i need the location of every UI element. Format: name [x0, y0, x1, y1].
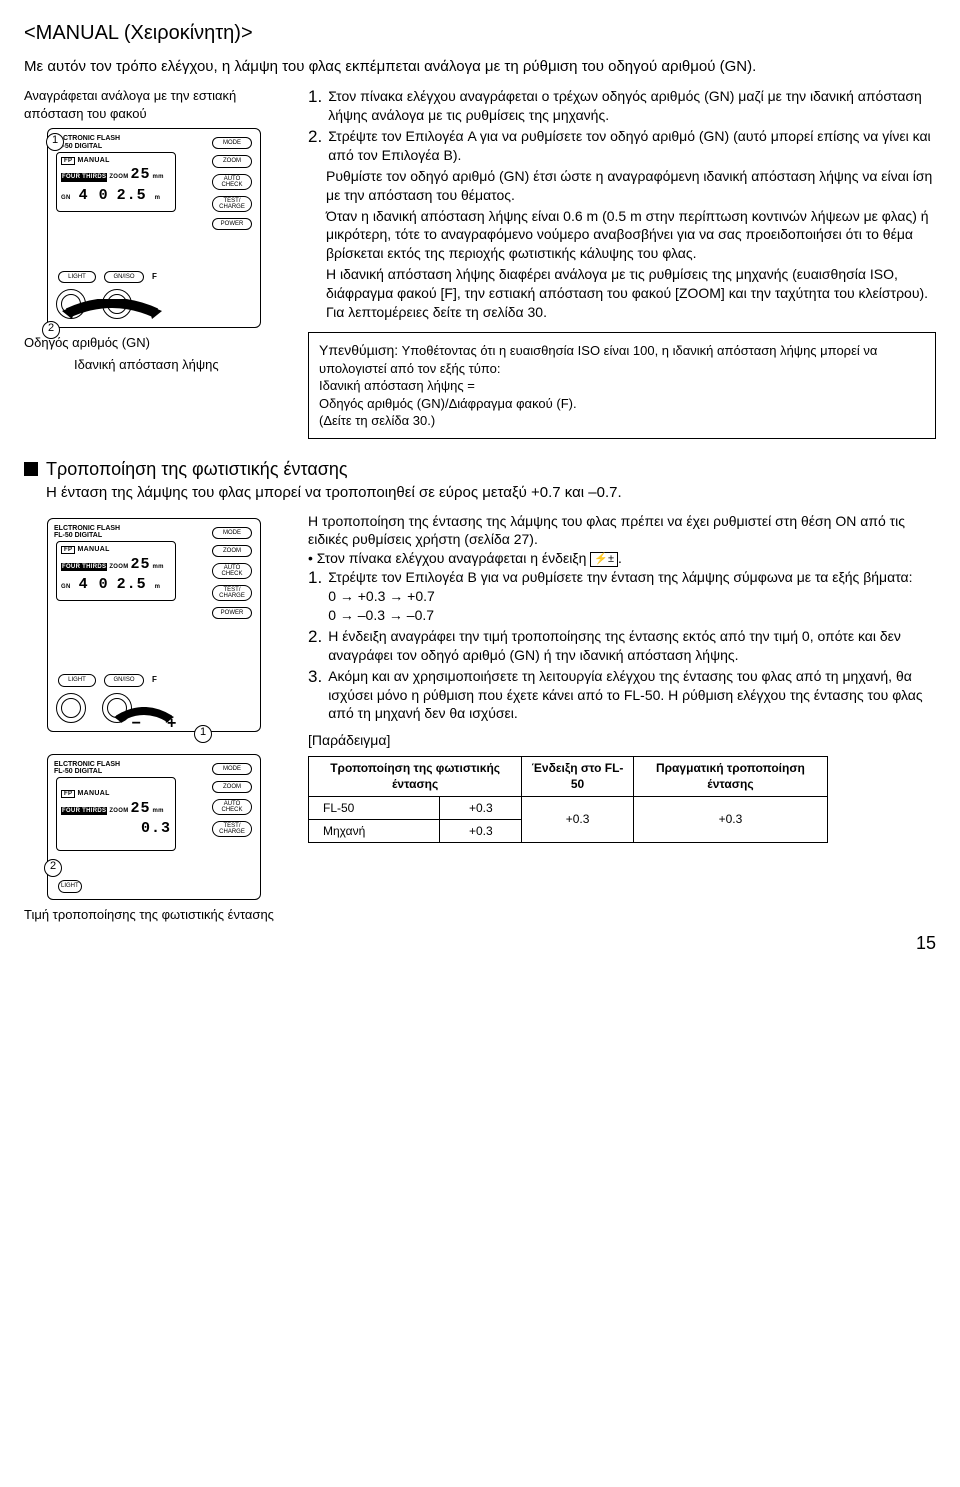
- light-button[interactable]: LIGHT: [58, 674, 96, 686]
- cell-camera-label: Μηχανή: [309, 819, 440, 842]
- autocheck-button[interactable]: AUTO CHECK: [212, 799, 252, 815]
- page-intro: Με αυτόν τον τρόπο ελέγχου, η λάμψη του …: [24, 57, 936, 77]
- note-body: Υποθέτοντας ότι η ευαισθησία ISO είναι 1…: [319, 343, 877, 429]
- cell-fl50-label: FL-50: [309, 796, 440, 819]
- sec2-step1a: Στρέψτε τον Επιλογέα B για να ρυθμίσετε …: [328, 569, 912, 585]
- para-2a: Ρυθμίστε τον οδηγό αριθμό (GN) έτσι ώστε…: [326, 167, 936, 205]
- cell-indicator: +0.3: [522, 796, 634, 842]
- section1-left: Αναγράφεται ανάλογα με την εστιακή απόστ…: [24, 87, 284, 373]
- autocheck-button[interactable]: AUTO CHECK: [212, 563, 252, 579]
- page-number: 15: [24, 931, 936, 955]
- light-button[interactable]: LIGHT: [58, 271, 96, 283]
- rotate-arrow-icon: [114, 707, 174, 735]
- section2-title: Τροποποίηση της φωτιστικής έντασης: [46, 457, 348, 481]
- page-title: <MANUAL (Χειροκίνητη)>: [24, 20, 936, 47]
- gniso-button[interactable]: GN/ISO: [104, 271, 144, 283]
- testcharge-button[interactable]: TEST/ CHARGE: [212, 196, 252, 212]
- note-lead: Υπενθύµιση:: [319, 342, 398, 358]
- cell-fl50-val: +0.3: [440, 796, 522, 819]
- note-box: Υπενθύµιση: Υποθέτοντας ότι η ευαισθησία…: [308, 332, 936, 439]
- section2-left: ELCTRONIC FLASH FL-50 DIGITAL FP MANUAL …: [24, 512, 284, 924]
- bullet-square-icon: [24, 462, 38, 476]
- lcd-gn: GN: [61, 194, 71, 202]
- step-1-text: Στον πίνακα ελέγχου αναγράφεται ο τρέχων…: [328, 87, 936, 125]
- sec2-step1b: 0 → +0.3 → +0.7: [328, 588, 435, 604]
- device-diagram-3: ELCTRONIC FLASH FL-50 DIGITAL 2 FP MANUA…: [47, 754, 261, 900]
- sec2-step3: Ακόμη και αν χρησιμοποιήσετε τη λειτουργ…: [328, 667, 936, 724]
- caption-gn: Οδηγός αριθμός (GN): [24, 334, 284, 352]
- section2-right: Η τροποποίηση της έντασης της λάμψης του…: [308, 512, 936, 843]
- step-num-1: 1.: [308, 87, 322, 125]
- rotate-arrow-icon: [62, 299, 162, 329]
- flash-comp-icon: ⚡±: [590, 552, 618, 567]
- zoom-button[interactable]: ZOOM: [212, 545, 252, 557]
- lcd-manual: MANUAL: [78, 157, 110, 164]
- lcd-display-3: FP MANUAL FOUR THIRDS ZOOM 25 mm 0.3: [56, 777, 176, 851]
- testcharge-button[interactable]: TEST/ CHARGE: [212, 585, 252, 601]
- lcd-25: 25: [131, 165, 151, 185]
- lcd-mm: mm: [153, 173, 164, 181]
- sec2-step2-num: 2.: [308, 627, 322, 665]
- gniso-button[interactable]: GN/ISO: [104, 674, 144, 686]
- dial-a[interactable]: [56, 693, 86, 723]
- th-fl50: Ένδειξη στο FL-50: [522, 757, 634, 796]
- marker-2b: 2: [44, 859, 62, 877]
- caption-ideal-distance: Ιδανική απόσταση λήψης: [74, 356, 284, 374]
- mode-button[interactable]: MODE: [212, 763, 252, 775]
- sec2-step2: Η ένδειξη αναγράφει την τιμή τροποποίηση…: [328, 627, 936, 665]
- sec2-bullet: • Στον πίνακα ελέγχου αναγράφεται η ένδε…: [308, 549, 936, 568]
- section2-sub: Η ένταση της λάμψης του φλας μπορεί να τ…: [46, 483, 936, 503]
- cell-camera-val: +0.3: [440, 819, 522, 842]
- caption-intensity-mod: Τιμή τροποποίησης της φωτιστικής έντασης: [24, 906, 284, 924]
- para-2c: Η ιδανική απόσταση λήψης διαφέρει ανάλογ…: [326, 265, 936, 322]
- sec2-step3-num: 3.: [308, 667, 322, 724]
- lcd-0.3: 0.3: [141, 820, 171, 837]
- f-label: F: [152, 272, 157, 283]
- power-button[interactable]: POWER: [212, 218, 252, 230]
- lcd-fourthirds: FOUR THIRDS: [61, 173, 107, 181]
- lcd-fp: FP: [61, 157, 75, 165]
- mode-button[interactable]: MODE: [212, 137, 252, 149]
- th-mod: Τροποποίηση της φωτιστικής έντασης: [309, 757, 522, 796]
- device-diagram-2: ELCTRONIC FLASH FL-50 DIGITAL FP MANUAL …: [47, 518, 261, 732]
- sec2-intro: Η τροποποίηση της έντασης της λάμψης του…: [308, 512, 936, 550]
- zoom-button[interactable]: ZOOM: [212, 781, 252, 793]
- cell-real: +0.3: [633, 796, 827, 842]
- autocheck-button[interactable]: AUTO CHECK: [212, 174, 252, 190]
- section2-heading: Τροποποίηση της φωτιστικής έντασης: [24, 457, 936, 481]
- marker-1b: 1: [194, 725, 212, 743]
- testcharge-button[interactable]: TEST/ CHARGE: [212, 821, 252, 837]
- th-real: Πραγματική τροποποίηση έντασης: [633, 757, 827, 796]
- section1-right: 1. Στον πίνακα ελέγχου αναγράφεται ο τρέ…: [308, 87, 936, 439]
- lcd-40: 4 0: [79, 186, 109, 206]
- lcd-2.5: 2.5: [117, 186, 147, 206]
- mode-button[interactable]: MODE: [212, 527, 252, 539]
- example-table: Τροποποίηση της φωτιστικής έντασης Ένδει…: [308, 756, 828, 843]
- lcd-display-2: FP MANUAL FOUR THIRDS ZOOM 25 mm GN 4 0 …: [56, 541, 176, 601]
- power-button[interactable]: POWER: [212, 607, 252, 619]
- lcd-m: m: [155, 194, 161, 202]
- device-diagram-1: ELCTRONIC FLASH FL-50 DIGITAL 1 2 FP MAN…: [47, 128, 261, 328]
- lcd-zoom: ZOOM: [109, 173, 128, 181]
- step-2-text: Στρέψτε τον Επιλογέα A για να ρυθμίσετε …: [328, 127, 936, 165]
- sec2-step1c: 0 → –0.3 → –0.7: [328, 607, 434, 623]
- example-label: [Παράδειγμα]: [308, 731, 936, 750]
- sec2-step1-num: 1.: [308, 568, 322, 625]
- lcd-display-1: FP MANUAL FOUR THIRDS ZOOM 25 mm GN 4 0 …: [56, 152, 176, 212]
- light-button[interactable]: LIGHT: [58, 880, 82, 892]
- caption-focal-distance: Αναγράφεται ανάλογα με την εστιακή απόστ…: [24, 87, 284, 122]
- para-2b: Όταν η ιδανική απόσταση λήψης είναι 0.6 …: [326, 207, 936, 264]
- step-num-2: 2.: [308, 127, 322, 165]
- zoom-button[interactable]: ZOOM: [212, 155, 252, 167]
